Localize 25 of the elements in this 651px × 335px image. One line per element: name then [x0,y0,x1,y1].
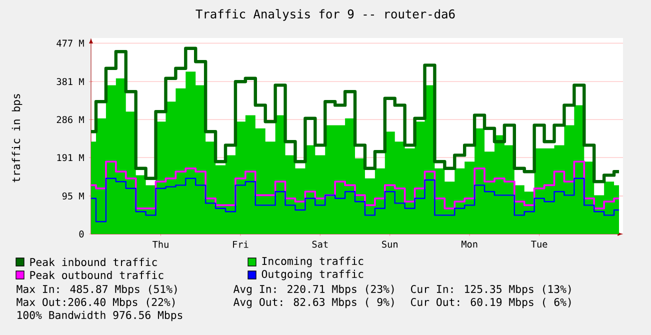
legend-label: Peak outbound traffic [30,270,164,280]
x-tick-label: Mon [462,240,478,248]
legend-label: Peak inbound traffic [30,258,157,266]
y-tick-label: 286 M [56,116,84,124]
y-tick-label: 0 [79,230,84,238]
y-tick-label: 95 M [62,192,84,200]
chart-title: Traffic Analysis for 9 -- router-da6 [196,9,455,21]
text: Avg Out: 82.63 Mbps ( 9%) [233,298,394,308]
text: Cur In: 125.35 Mbps (13%) [410,284,571,296]
text: Cur Out: 60.19 Mbps ( 6%) [410,298,571,308]
text: 100% Bandwidth 976.56 Mbps [18,310,182,322]
x-tick-label: Sat [312,240,328,248]
y-axis-title: traffic in bps [12,94,22,182]
x-tick-label: Tue [531,240,548,248]
legend-label: Outgoing traffic [262,270,364,280]
y-tick-label: 477 M [56,40,84,47]
text: Avg In: 220.71 Mbps (23%) [233,284,394,296]
legend-label: Incoming traffic [262,256,364,268]
y-tick-label: 191 M [57,154,84,162]
x-tick-label: Sun [382,240,398,248]
x-tick-label: Fri [233,240,248,248]
text: Max Out:206.40 Mbps (22%) [16,298,175,308]
x-tick-label: Thu [152,240,168,248]
text: Max In: 485.87 Mbps (51%) [16,284,177,296]
y-tick-label: 381 M [56,78,84,86]
